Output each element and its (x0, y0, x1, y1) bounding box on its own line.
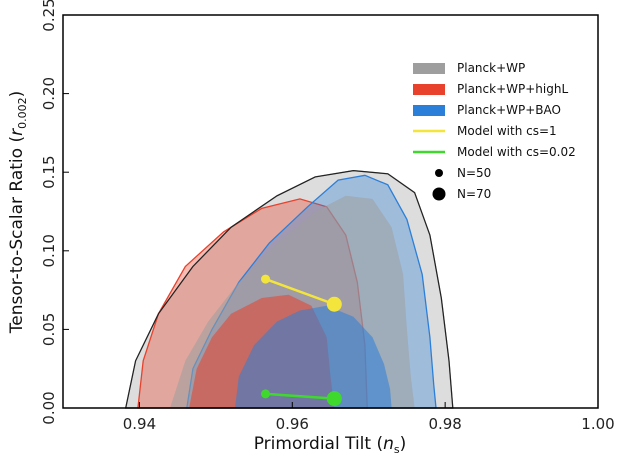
point-n70-model-with-cs-1 (326, 296, 342, 312)
legend-label-planck-wp-highl: Planck+WP+highL (457, 82, 568, 96)
legend-label-model-with-cs-1: Model with cs=1 (457, 124, 557, 138)
legend-swatch-planck-wp-highl (413, 84, 445, 95)
legend-swatch-n-70 (432, 187, 446, 201)
y-tick-label: 0.20 (40, 77, 58, 110)
x-tick-label: 0.96 (276, 415, 309, 433)
y-tick-label: 0.05 (40, 313, 58, 346)
contour-68-planck-wp-bao (235, 305, 392, 408)
y-tick-label: 0.25 (40, 0, 58, 32)
legend-swatch-planck-wp-bao (413, 105, 445, 116)
legend-label-planck-wp: Planck+WP (457, 61, 525, 75)
y-tick-label: 0.10 (40, 234, 58, 267)
y-axis-ticks: 0.00 0.05 0.10 0.15 0.20 0.25 (40, 0, 69, 425)
x-tick-label: 0.94 (123, 415, 156, 433)
legend-label-n-50: N=50 (457, 166, 491, 180)
y-tick-label: 0.15 (40, 155, 58, 188)
legend-label-model-with-cs-0-02: Model with cs=0.02 (457, 145, 576, 159)
legend-label-planck-wp-bao: Planck+WP+BAO (457, 103, 561, 117)
point-n70-model-with-cs-0-02 (326, 391, 342, 407)
contour-layer (124, 169, 454, 409)
model-line-model-with-cs-0-02 (265, 392, 335, 400)
contour-outline-planck-wp (124, 169, 454, 409)
legend-swatch-planck-wp (413, 63, 445, 74)
plot-frame (62, 14, 599, 409)
x-tick-label: 0.98 (428, 415, 461, 433)
x-axis-ticks: 0.94 0.96 0.98 1.00 (123, 402, 615, 433)
point-n50-model-with-cs-0-02 (261, 389, 271, 399)
y-axis-label: Tensor-to-Scalar Ratio (r0.002) (7, 91, 29, 334)
legend-label-n-70: N=70 (457, 187, 491, 201)
model-line-model-with-cs-1 (265, 277, 335, 306)
model-line-layer (261, 274, 342, 407)
x-tick-label: 1.00 (581, 415, 614, 433)
legend: Planck+WP Planck+WP+highL Planck+WP+BAO Mod… (413, 61, 576, 201)
point-n50-model-with-cs-1 (261, 274, 271, 284)
x-axis-label: Primordial Tilt (ns) (254, 434, 407, 456)
y-tick-label: 0.00 (40, 391, 58, 424)
legend-swatch-n-50 (435, 169, 443, 177)
